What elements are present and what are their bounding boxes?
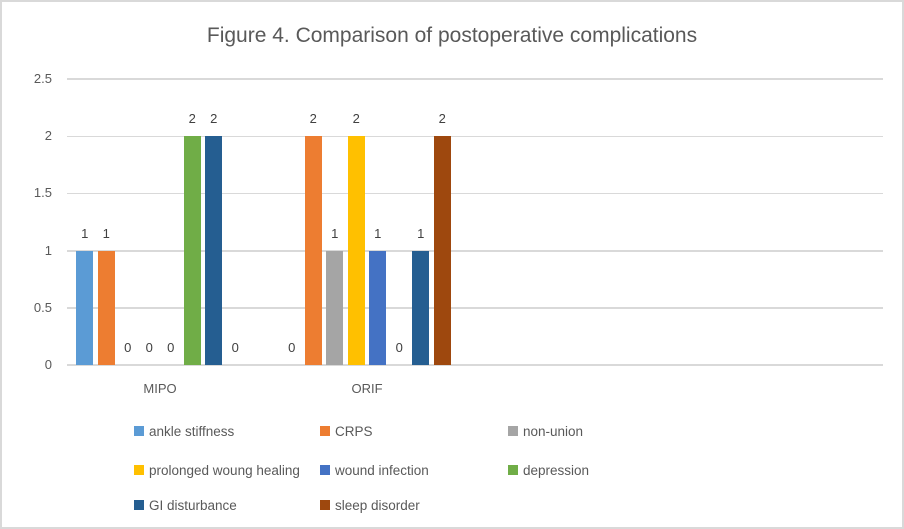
legend-item-wound-infection: wound infection bbox=[320, 462, 429, 478]
bar-value-label: 0 bbox=[231, 340, 239, 355]
bar-orif-wound-infection bbox=[369, 250, 387, 365]
legend-label: depression bbox=[523, 462, 590, 478]
gridline bbox=[67, 250, 883, 252]
legend-label: ankle stiffness bbox=[149, 423, 235, 439]
bar-value-label: 1 bbox=[417, 225, 425, 241]
bar-value-label: 0 bbox=[288, 340, 296, 355]
legend-item-sleep-disorder: sleep disorder bbox=[320, 497, 420, 513]
gridline bbox=[67, 192, 883, 195]
bar-value-label: 2 bbox=[188, 111, 196, 126]
bar-orif-gi-disturbance bbox=[412, 250, 430, 365]
bar-value-label: 0 bbox=[145, 340, 153, 355]
y-axis-tick-label: 2.5 bbox=[33, 70, 52, 86]
bar-value-label: 1 bbox=[102, 225, 110, 241]
bar-value-label: 1 bbox=[374, 225, 382, 241]
legend-swatch-icon bbox=[508, 426, 518, 436]
legend-label: non-union bbox=[523, 423, 584, 439]
bar-value-label: 2 bbox=[352, 111, 360, 126]
gridline bbox=[67, 78, 883, 80]
bar-mipo-depression bbox=[183, 136, 201, 365]
x-axis-line bbox=[67, 364, 883, 366]
bar-orif-crps bbox=[304, 136, 322, 365]
legend-item-prolonged-woung-healing: prolonged woung healing bbox=[134, 462, 300, 478]
bar-mipo-gi-disturbance bbox=[205, 136, 223, 365]
bar-value-label: 0 bbox=[124, 340, 132, 355]
y-axis-tick-label: 1 bbox=[44, 242, 52, 258]
legend-swatch-icon bbox=[320, 500, 330, 510]
legend-label: prolonged woung healing bbox=[149, 462, 300, 478]
legend-item-gi-disturbance: GI disturbance bbox=[134, 497, 237, 513]
legend-swatch-icon bbox=[508, 465, 518, 475]
gridline bbox=[67, 135, 883, 137]
legend-label: sleep disorder bbox=[335, 497, 420, 513]
legend-item-ankle-stiffness: ankle stiffness bbox=[134, 423, 234, 439]
gridline bbox=[67, 307, 883, 309]
legend-swatch-icon bbox=[134, 500, 144, 510]
y-axis-tick-label: 0 bbox=[44, 357, 52, 372]
x-axis-category-label: ORIF bbox=[351, 381, 383, 396]
bar-mipo-ankle-stiffness bbox=[76, 250, 94, 365]
y-axis-tick-label: 0.5 bbox=[33, 299, 52, 315]
legend-item-crps: CRPS bbox=[320, 423, 373, 439]
legend-item-depression: depression bbox=[508, 462, 589, 478]
bar-value-label: 1 bbox=[81, 225, 89, 241]
bar-orif-sleep-disorder bbox=[433, 136, 451, 365]
bar-value-label: 1 bbox=[331, 225, 339, 241]
chart-title: Figure 4. Comparison of postoperative co… bbox=[206, 24, 698, 47]
bar-value-label: 0 bbox=[395, 340, 403, 355]
bar-orif-prolonged-woung-healing bbox=[347, 136, 365, 365]
bar-value-label: 0 bbox=[167, 340, 175, 355]
legend-swatch-icon bbox=[134, 426, 144, 436]
y-axis-tick-label: 2 bbox=[44, 128, 52, 143]
legend-swatch-icon bbox=[134, 465, 144, 475]
x-axis-category-label: MIPO bbox=[143, 381, 177, 396]
legend-label: CRPS bbox=[335, 423, 373, 439]
bar-mipo-crps bbox=[97, 250, 115, 365]
bar-orif-non-union bbox=[326, 250, 344, 365]
legend-label: wound infection bbox=[335, 462, 429, 478]
legend-swatch-icon bbox=[320, 426, 330, 436]
legend-swatch-icon bbox=[320, 465, 330, 475]
bar-value-label: 2 bbox=[438, 111, 446, 126]
y-axis-tick-label: 1.5 bbox=[33, 185, 52, 201]
legend-label: GI disturbance bbox=[149, 497, 237, 513]
bar-value-label: 2 bbox=[309, 111, 317, 126]
legend-item-non-union: non-union bbox=[508, 423, 583, 439]
bar-value-label: 2 bbox=[210, 111, 218, 126]
